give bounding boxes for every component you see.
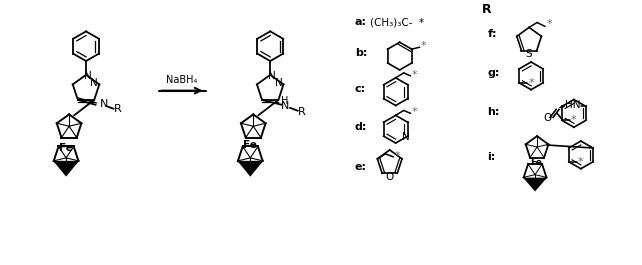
Text: a:: a: <box>355 17 367 28</box>
Text: Fe: Fe <box>530 158 542 167</box>
Text: N: N <box>402 132 410 142</box>
Text: g:: g: <box>487 68 499 78</box>
Text: *: * <box>546 19 552 29</box>
Text: R: R <box>298 107 306 117</box>
Text: N: N <box>281 101 289 111</box>
Text: R: R <box>482 3 491 16</box>
Text: *: * <box>528 78 534 88</box>
Text: N: N <box>84 71 92 81</box>
Polygon shape <box>238 161 263 177</box>
Polygon shape <box>523 178 547 192</box>
Text: h:: h: <box>487 107 499 117</box>
Text: c:: c: <box>355 84 366 94</box>
Text: O: O <box>386 172 394 182</box>
Text: *: * <box>412 70 417 80</box>
Text: b:: b: <box>355 48 367 58</box>
Text: *: * <box>578 157 584 167</box>
Text: NaBH₄: NaBH₄ <box>166 75 198 85</box>
Text: R: R <box>114 104 121 114</box>
Polygon shape <box>53 161 79 177</box>
Text: *: * <box>421 41 426 51</box>
Text: i:: i: <box>487 152 496 162</box>
Text: H: H <box>281 96 289 106</box>
Text: *: * <box>412 107 417 117</box>
Text: S: S <box>526 49 532 59</box>
Text: HN: HN <box>565 99 581 109</box>
Text: N: N <box>275 78 282 89</box>
Text: *: * <box>394 151 400 161</box>
Text: e:: e: <box>355 162 367 172</box>
Text: d:: d: <box>355 122 367 132</box>
Text: N: N <box>91 78 98 89</box>
Text: Fe: Fe <box>59 143 73 153</box>
Text: N: N <box>268 71 276 81</box>
Text: Fe: Fe <box>243 140 257 150</box>
Text: *: * <box>571 115 577 125</box>
Text: f:: f: <box>487 29 497 39</box>
Text: N: N <box>100 99 108 109</box>
Text: O: O <box>543 113 551 123</box>
Text: (CH₃)₃C-  *: (CH₃)₃C- * <box>370 17 424 28</box>
